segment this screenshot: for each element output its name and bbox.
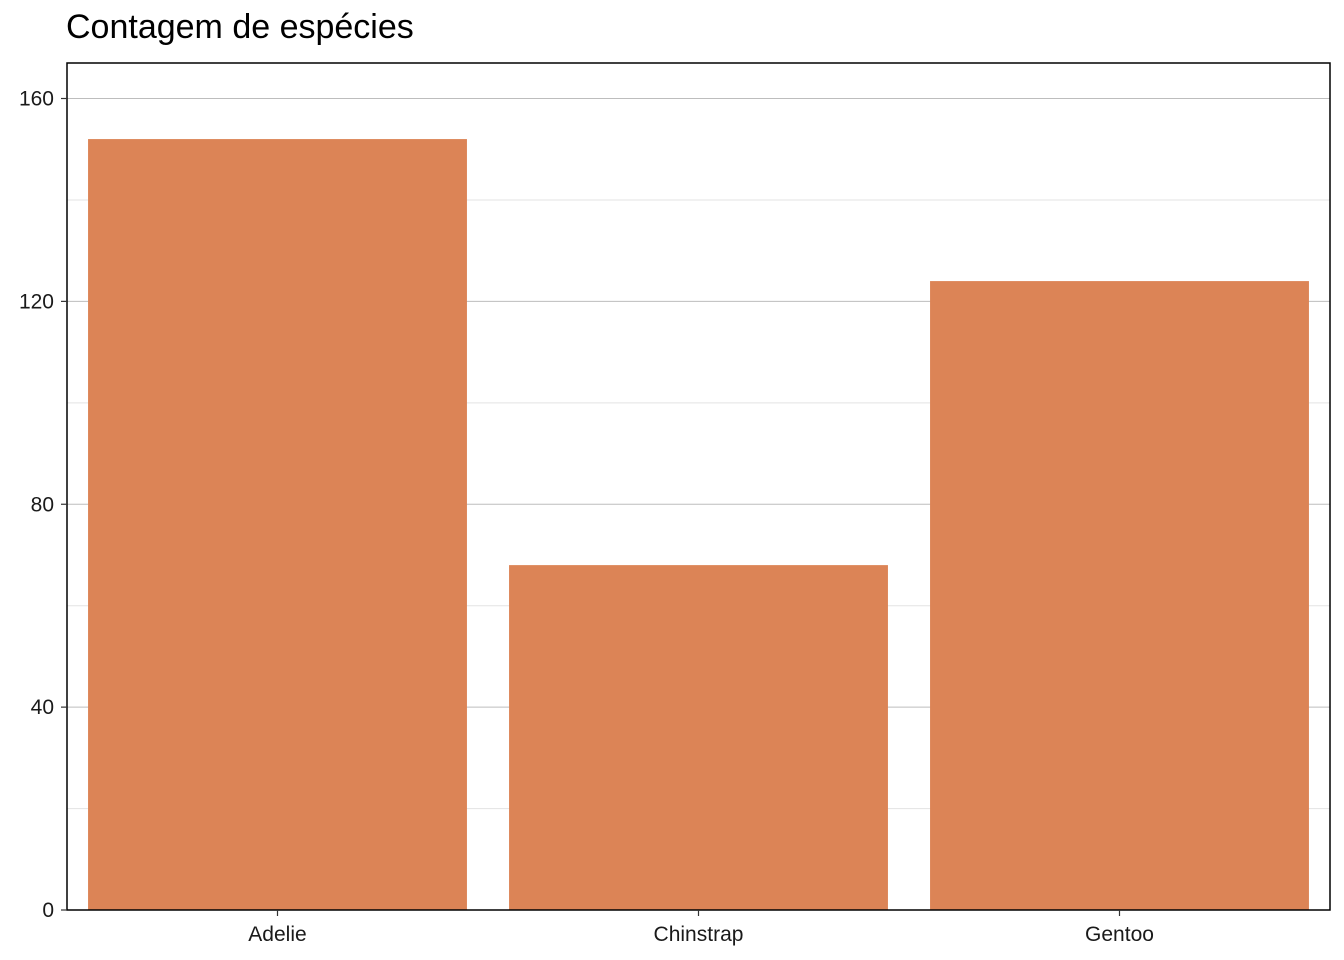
bars [88, 139, 1309, 910]
x-tick-label-adelie: Adelie [248, 923, 306, 946]
y-tick-label: 80 [31, 493, 54, 516]
y-tick-label: 120 [19, 290, 54, 313]
x-axis-ticks: Adelie Chinstrap Gentoo [248, 910, 1154, 946]
bar-chinstrap [509, 565, 888, 910]
chart-title: Contagem de espécies [66, 8, 414, 46]
y-axis-ticks: 0 40 80 120 160 [19, 88, 67, 922]
y-tick-label: 40 [31, 696, 54, 719]
bar-adelie [88, 139, 467, 910]
y-tick-label: 0 [42, 899, 54, 922]
x-tick-label-chinstrap: Chinstrap [654, 923, 744, 946]
x-tick-label-gentoo: Gentoo [1085, 923, 1154, 946]
bar-gentoo [930, 281, 1309, 910]
y-tick-label: 160 [19, 88, 54, 111]
